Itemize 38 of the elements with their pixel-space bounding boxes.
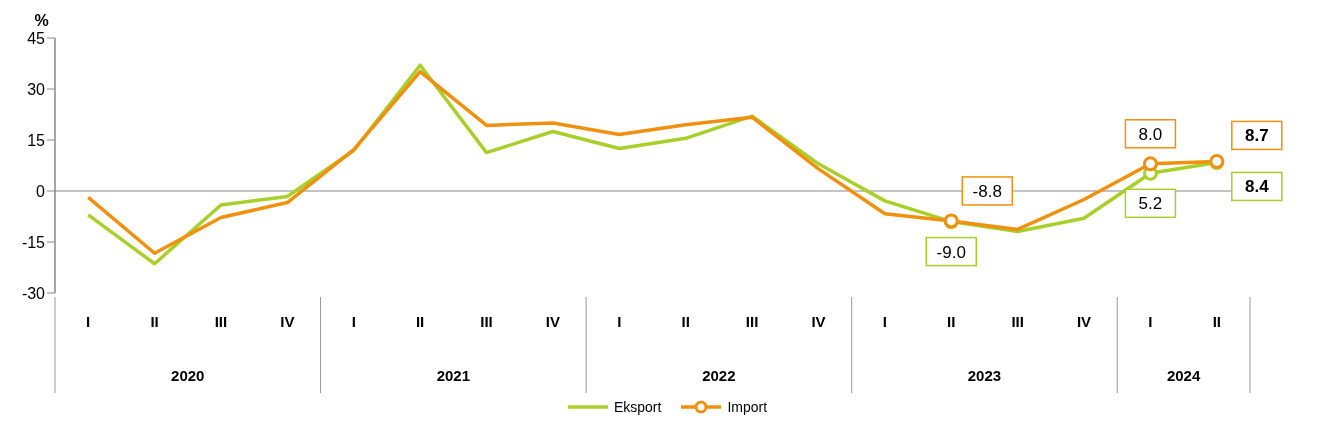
data-label: 8.7 [1244, 126, 1269, 146]
x-tick-label: III [214, 313, 228, 330]
x-tick-label: II [947, 313, 956, 330]
x-tick-label: II [415, 313, 425, 330]
data-label: 5.2 [1138, 194, 1163, 214]
x-tick-label: I [86, 313, 91, 330]
x-tick-label: III [480, 313, 493, 330]
x-tick-label: III [745, 313, 759, 330]
y-tick-label: 45 [27, 29, 46, 47]
x-tick-label: IV [811, 313, 826, 330]
x-tick-label: IV [1076, 313, 1092, 330]
y-tick-label: 0 [36, 182, 46, 200]
y-tick-label: -15 [21, 233, 46, 251]
x-tick-label: I [351, 313, 356, 330]
text: 2021 [436, 367, 471, 384]
text: 2022 [702, 367, 736, 384]
y-tick-label: 30 [27, 80, 46, 98]
data-label: 8.4 [1244, 177, 1270, 197]
x-tick-label: III [1011, 313, 1024, 330]
data-label: -8.8 [972, 181, 1002, 201]
y-tick-label: -30 [21, 284, 46, 302]
text: 2023 [967, 367, 1002, 384]
x-tick-label: IV [280, 313, 295, 330]
x-tick-label: II [1212, 313, 1221, 330]
y-axis-title: % [34, 12, 49, 29]
x-tick-label: II [150, 313, 159, 330]
text: 2024 [1166, 367, 1201, 384]
text: 2020 [171, 367, 205, 384]
data-label: 8.0 [1138, 124, 1163, 144]
x-tick-label: I [882, 313, 887, 330]
x-tick-label: II [681, 313, 690, 330]
legend-label: Import [727, 399, 768, 415]
x-tick-label: IV [545, 313, 561, 330]
x-tick-label: I [617, 313, 622, 330]
y-tick-label: 15 [27, 131, 46, 149]
x-tick-label: I [1148, 313, 1153, 330]
legend-label: Eksport [613, 399, 662, 415]
data-label: -9.0 [936, 242, 966, 262]
